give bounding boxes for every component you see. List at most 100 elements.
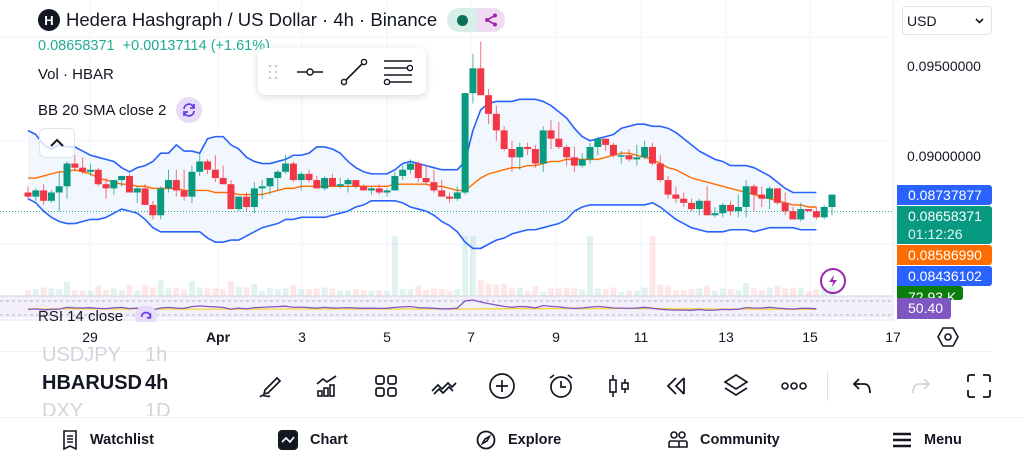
time-axis-label: 9	[552, 329, 560, 345]
drawing-tools-button[interactable]	[250, 366, 290, 406]
price-tick: 0.09500000	[907, 58, 981, 74]
bottom-navigation: Watchlist Chart Explore Community Menu	[0, 417, 1024, 461]
drag-handle[interactable]	[258, 64, 288, 80]
time-axis-label: 17	[885, 329, 901, 345]
share-icon	[485, 13, 498, 27]
symbol-title-row: H Hedera Hashgraph / US Dollar · 4h · Bi…	[10, 7, 506, 33]
redo-button[interactable]	[901, 366, 941, 406]
compass-icon	[476, 430, 496, 450]
price-change-percent: (+1.61%)	[210, 38, 270, 54]
trend-line-tool[interactable]	[332, 52, 376, 92]
bollinger-refresh-button[interactable]	[176, 97, 203, 123]
nav-community[interactable]: Community	[668, 418, 780, 461]
market-status-pill[interactable]	[447, 8, 506, 32]
add-button[interactable]	[482, 366, 522, 406]
currency-value: USD	[907, 12, 937, 29]
indicators-button[interactable]	[307, 366, 347, 406]
community-icon	[668, 431, 688, 448]
lightning-icon	[829, 275, 837, 287]
price-change: +0.00137114	[122, 38, 207, 54]
chart-pane[interactable]: H Hedera Hashgraph / US Dollar · 4h · Bi…	[0, 0, 893, 322]
fib-retracement-icon	[383, 59, 413, 85]
bb-basis-tag: 0.08586990	[897, 245, 992, 265]
more-icon	[781, 382, 807, 390]
nav-explore[interactable]: Explore	[476, 418, 561, 461]
plus-circle-icon	[489, 373, 515, 399]
fullscreen-icon	[967, 374, 991, 398]
bollinger-legend[interactable]: BB 20 SMA close 2	[38, 97, 203, 123]
bb-upper-tag: 0.08737877	[897, 185, 992, 205]
horizontal-line-icon	[297, 67, 323, 76]
symbol-option-current[interactable]: HBARUSD 4h	[42, 372, 169, 394]
layouts-button[interactable]	[366, 366, 406, 406]
trend-line-icon	[340, 58, 368, 85]
grid-icon	[375, 375, 397, 397]
menu-icon	[893, 432, 911, 448]
time-axis-label: 11	[633, 329, 649, 345]
nav-watchlist[interactable]: Watchlist	[62, 418, 154, 461]
bb-lower-tag: 0.08436102	[897, 266, 992, 286]
nav-chart[interactable]: Chart	[278, 418, 348, 461]
chevron-down-icon	[975, 17, 984, 24]
fib-retracement-tool[interactable]	[376, 52, 420, 92]
price-scale[interactable]	[893, 0, 1024, 322]
more-button[interactable]	[774, 366, 814, 406]
symbol-option-next[interactable]: DXY 1D	[42, 400, 171, 416]
compare-button[interactable]	[424, 366, 464, 406]
time-axis-label: 7	[467, 329, 475, 345]
alarm-clock-icon	[549, 374, 573, 398]
grip-dots-icon	[268, 64, 278, 79]
drawing-toolbar[interactable]	[258, 48, 426, 95]
price-change-line: 0.08658371 +0.00137114 (+1.61%)	[38, 38, 270, 54]
volume-value-tag: 72.93 K	[897, 286, 963, 300]
horizontal-line-tool[interactable]	[288, 52, 332, 92]
settings-hexagon-icon	[937, 327, 959, 347]
time-axis-label: 29	[82, 329, 98, 345]
collapse-legend-button[interactable]	[39, 128, 75, 158]
symbol-picker-wheel[interactable]: USDJPY 1h HBARUSD 4h DXY 1D	[42, 346, 182, 416]
volume-legend[interactable]: Vol · HBAR	[38, 66, 114, 83]
last-price: 0.08658371	[38, 38, 115, 54]
rsi-legend-label: RSI 14 close	[38, 307, 124, 323]
refresh-icon	[140, 311, 152, 319]
redo-icon	[912, 378, 931, 394]
undo-icon	[852, 378, 871, 394]
bar-countdown: 01:12:26	[908, 226, 963, 242]
market-open-dot-icon	[456, 14, 468, 26]
candlestick-chart[interactable]	[0, 0, 893, 322]
rsi-value-tag: 50.40	[897, 298, 951, 319]
alert-button[interactable]	[541, 366, 581, 406]
replay-button[interactable]	[657, 366, 697, 406]
last-price-tag: 0.08658371 01:12:26	[897, 206, 992, 244]
nav-menu[interactable]: Menu	[892, 418, 962, 461]
chart-settings-button[interactable]	[936, 325, 960, 349]
chart-type-button[interactable]	[599, 366, 639, 406]
hedera-logo-icon: H	[38, 9, 60, 31]
chevron-up-icon	[50, 138, 64, 147]
object-tree-button[interactable]	[716, 366, 756, 406]
time-axis-label: 3	[298, 329, 306, 345]
chart-icon	[278, 430, 298, 450]
watchlist-icon	[63, 430, 77, 450]
bollinger-legend-label: BB 20 SMA close 2	[38, 101, 167, 119]
time-axis[interactable]: 29 Apr 3 5 7 9 11 13 15 17	[0, 322, 990, 352]
rsi-refresh-button[interactable]	[135, 306, 158, 322]
pencil-icon	[259, 376, 282, 398]
rsi-legend[interactable]: RSI 14 close	[38, 306, 158, 323]
time-axis-label: 5	[383, 329, 391, 345]
refresh-icon	[183, 103, 196, 117]
bottom-toolbar	[0, 366, 1024, 406]
symbol-title[interactable]: Hedera Hashgraph / US Dollar · 4h · Bina…	[66, 9, 438, 30]
share-button[interactable]	[477, 8, 506, 32]
quick-trade-button[interactable]	[820, 268, 846, 294]
price-tick: 0.09000000	[907, 148, 981, 164]
symbol-option-prev[interactable]: USDJPY 1h	[42, 346, 168, 366]
undo-button[interactable]	[842, 366, 882, 406]
market-open-indicator[interactable]	[447, 8, 478, 32]
currency-select[interactable]: USD	[902, 6, 992, 35]
time-axis-label: 15	[802, 329, 818, 345]
compare-icon	[431, 381, 457, 395]
last-price-value: 0.08658371	[908, 208, 982, 224]
fullscreen-button[interactable]	[959, 366, 999, 406]
